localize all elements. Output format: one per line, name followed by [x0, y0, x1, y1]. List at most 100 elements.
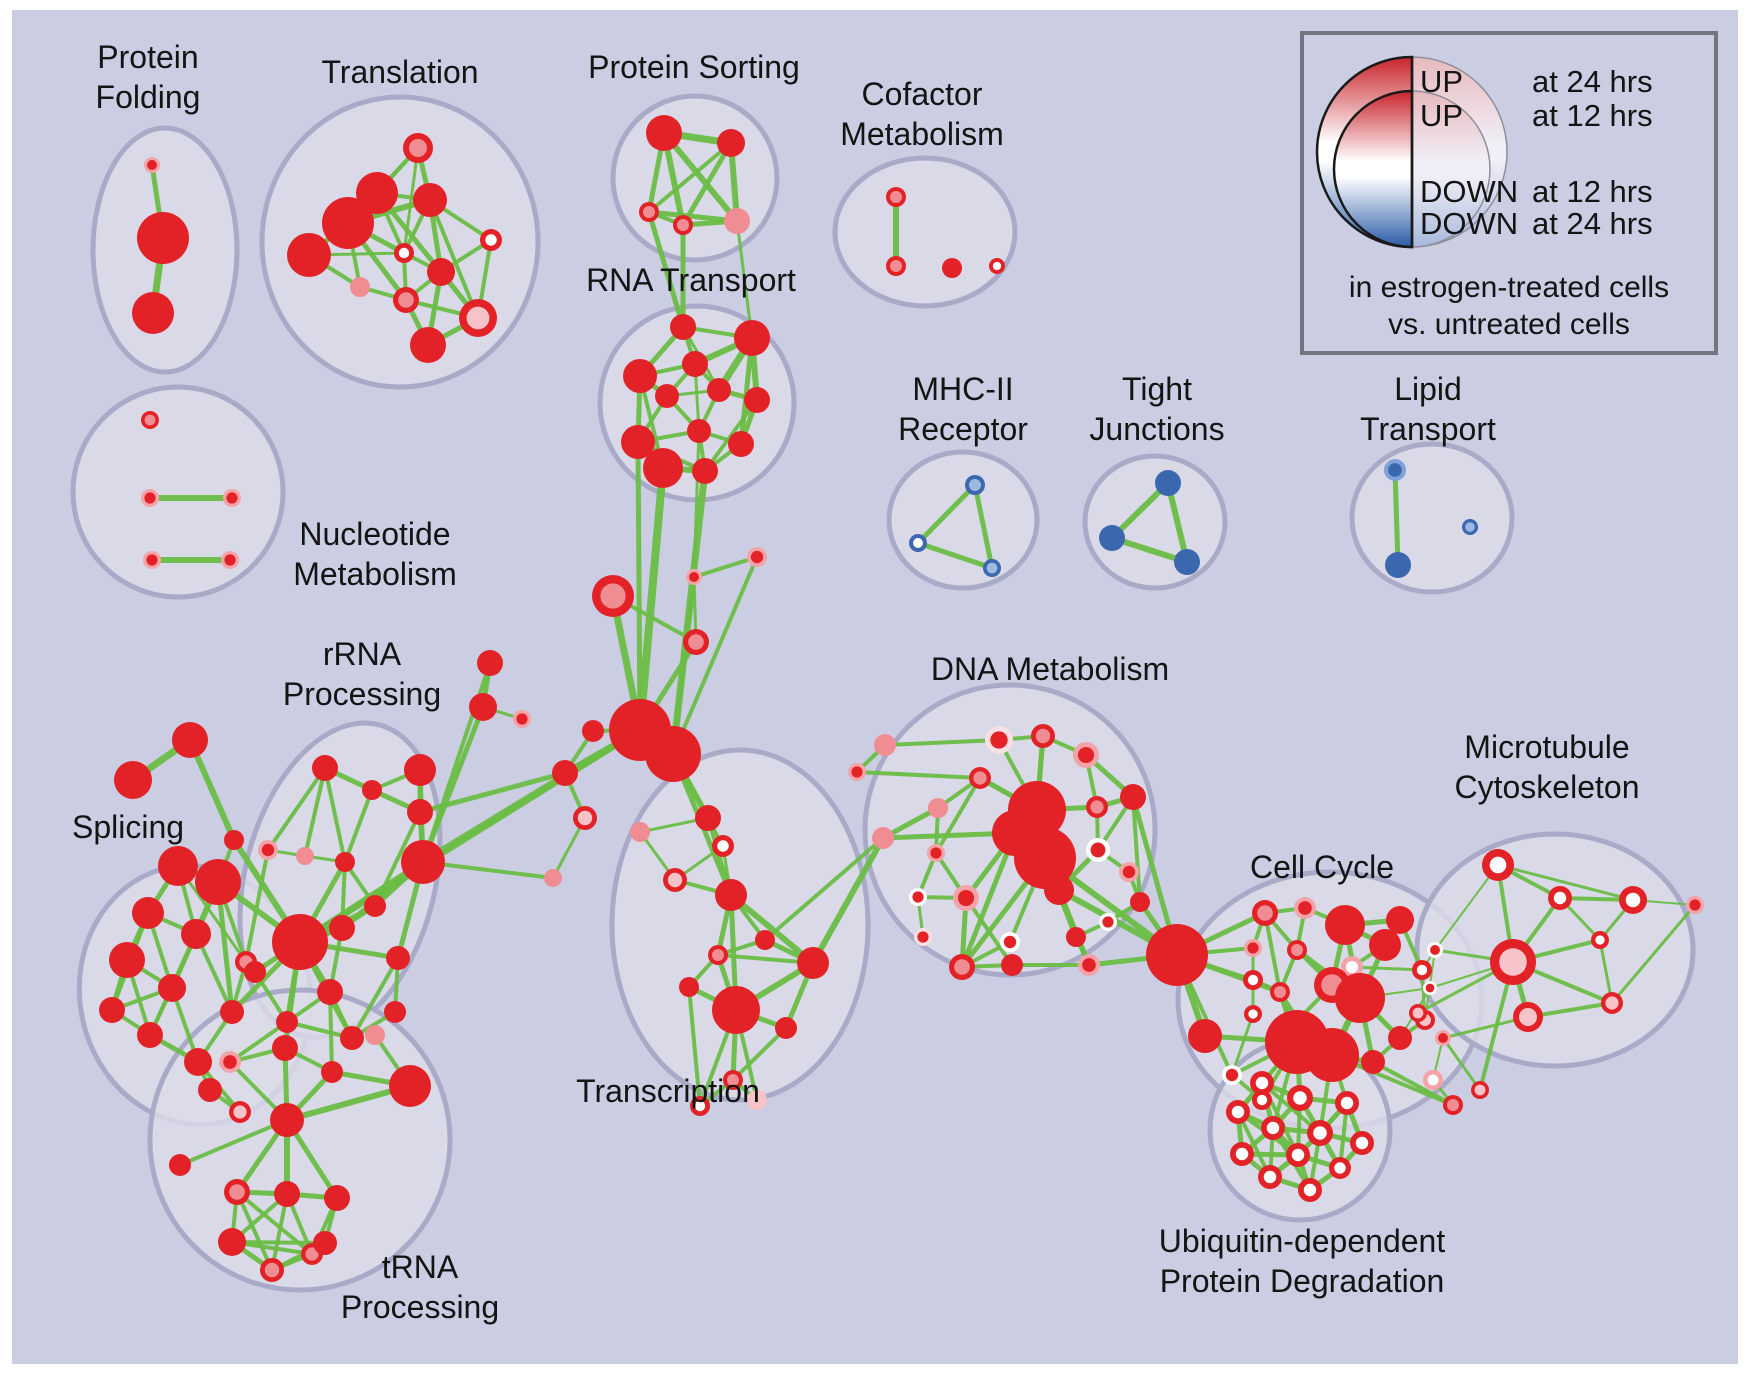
gene-node — [655, 384, 679, 408]
gene-node — [728, 431, 754, 457]
gene-node — [592, 575, 634, 617]
gene-node — [181, 919, 211, 949]
gene-node — [1099, 913, 1117, 931]
gene-node — [1244, 939, 1262, 957]
gene-node — [886, 187, 906, 207]
legend-time-3: at 24 hrs — [1532, 206, 1653, 241]
gene-node — [708, 945, 728, 965]
gene-node — [220, 1000, 244, 1024]
gene-node — [623, 359, 657, 393]
cluster-labels: Protein Folding Translation Protein Sorting… — [72, 39, 1640, 1325]
gene-node — [1078, 954, 1100, 976]
gene-node — [797, 947, 829, 979]
gene-node — [715, 879, 747, 911]
gene-node — [1252, 1090, 1272, 1110]
gene-node — [324, 1185, 350, 1211]
gene-node — [663, 868, 687, 892]
gene-node — [1244, 1005, 1262, 1023]
cluster-label-rt: RNA Transport — [586, 262, 796, 298]
gene-node — [1119, 862, 1139, 882]
gene-node — [1270, 982, 1290, 1002]
cluster-label-pf: Protein — [97, 39, 198, 75]
gene-node — [114, 761, 152, 799]
gene-node — [645, 726, 701, 782]
cluster-label-tl: Translation — [321, 54, 478, 90]
gene-node — [1230, 1142, 1254, 1166]
gene-node — [158, 846, 198, 886]
gene-node — [755, 930, 775, 950]
cluster-label-lt: Transport — [1360, 411, 1496, 447]
gene-node — [1014, 827, 1076, 889]
edge-link-rt-con — [669, 467, 709, 758]
gene-node — [679, 977, 699, 997]
gene-node — [1307, 1120, 1333, 1146]
edge-rt — [703, 398, 759, 473]
cluster-label-rr: rRNA — [323, 636, 402, 672]
cluster-label-tc: Transcription — [576, 1073, 760, 1109]
gene-node — [244, 961, 266, 983]
gene-node — [219, 1051, 241, 1073]
gene-node — [1386, 906, 1414, 934]
gene-node — [158, 974, 186, 1002]
cluster-label-tj: Tight — [1122, 371, 1192, 407]
gene-node — [224, 1179, 250, 1205]
edge-dm — [959, 830, 1018, 970]
edge-mh — [915, 482, 978, 546]
gene-node — [1443, 1095, 1463, 1115]
cluster-label-cf: Cofactor — [862, 76, 983, 112]
gene-node — [386, 946, 410, 970]
gene-node — [223, 489, 241, 507]
gene-node — [1619, 886, 1647, 914]
edge-link-ps-rt — [735, 219, 754, 340]
gene-node — [712, 835, 734, 857]
edge-rr — [343, 788, 374, 864]
gene-node — [274, 1181, 300, 1207]
gene-node — [744, 387, 770, 413]
edge-cc — [1350, 965, 1424, 972]
gene-node — [365, 1025, 385, 1045]
gene-node — [983, 559, 1001, 577]
edge-ps — [680, 140, 734, 228]
legend-ring-12h-right-half — [1411, 90, 1491, 248]
gene-node — [687, 419, 711, 443]
gene-node — [404, 754, 436, 786]
legend-time-1: at 12 hrs — [1532, 98, 1653, 133]
cluster-label-nm: Nucleotide — [299, 516, 450, 552]
edge-cc — [1230, 1012, 1255, 1077]
cluster-ellipse-nm — [70, 384, 286, 600]
edge-dm — [855, 770, 982, 780]
edge-mh — [972, 482, 995, 571]
gene-node — [184, 1048, 212, 1076]
gene-node — [1287, 1085, 1313, 1111]
edge-tj — [1165, 480, 1190, 565]
gene-node — [322, 197, 374, 249]
gene-node — [621, 425, 655, 459]
gene-node — [914, 928, 932, 946]
gene-node — [260, 1258, 284, 1282]
gene-node — [258, 840, 278, 860]
gene-node — [747, 547, 767, 567]
gene-node — [989, 258, 1005, 274]
edge-mh — [915, 540, 995, 571]
gene-node — [384, 1001, 406, 1023]
gene-node — [1258, 1165, 1282, 1189]
gene-node — [356, 172, 398, 214]
gene-node — [1427, 942, 1443, 958]
cluster-label-sp: Splicing — [72, 809, 184, 845]
gene-node — [1086, 796, 1108, 818]
gene-node — [1086, 838, 1110, 862]
edge-link-rt-con — [635, 439, 643, 733]
gene-node — [695, 805, 721, 831]
legend-time-0: at 24 hrs — [1532, 64, 1653, 99]
cluster-label-mh: MHC-II — [912, 371, 1013, 407]
gene-node — [270, 1103, 304, 1137]
gene-node — [775, 1017, 797, 1039]
edge-tn — [235, 1190, 274, 1272]
gene-node — [1482, 849, 1514, 881]
gene-node — [1350, 1131, 1374, 1155]
gene-node — [646, 115, 682, 151]
gene-node — [1130, 892, 1150, 912]
edge-sp — [187, 737, 237, 843]
gene-node — [1686, 896, 1704, 914]
edge-rr — [303, 766, 327, 858]
